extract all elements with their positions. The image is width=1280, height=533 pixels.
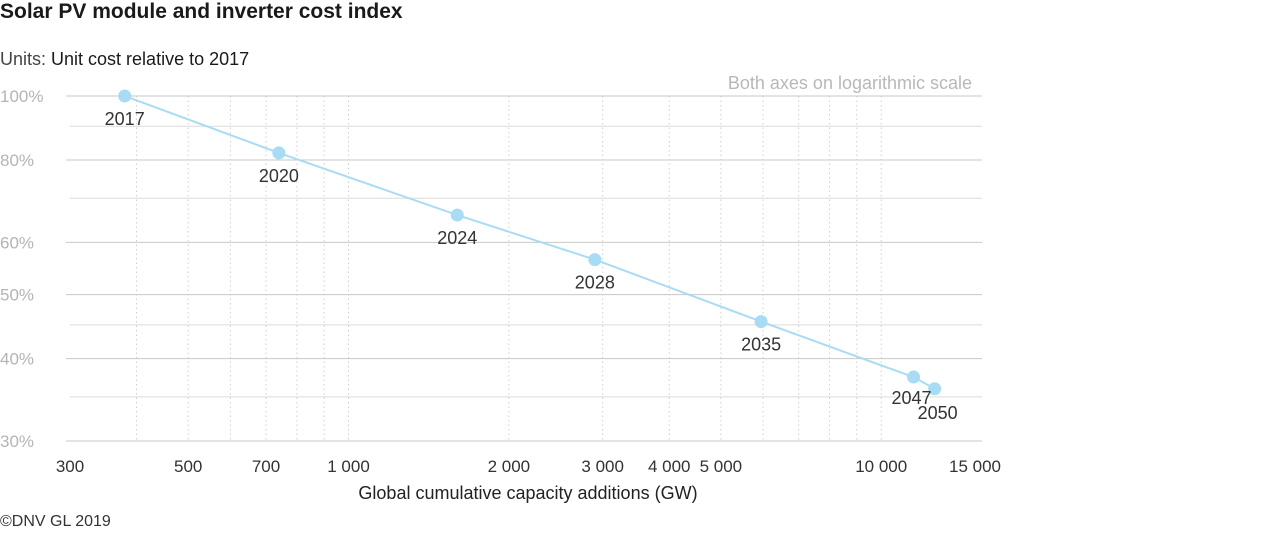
- data-point-2024: [450, 208, 464, 222]
- data-point-2028: [588, 253, 602, 267]
- y-tick-label: 50%: [0, 286, 34, 305]
- chart-title: Solar PV module and inverter cost index: [0, 0, 403, 23]
- point-label: 2020: [259, 166, 299, 186]
- x-tick-label: 500: [174, 457, 202, 476]
- point-label: 2047: [892, 388, 932, 408]
- y-tick-label: 80%: [0, 151, 34, 170]
- point-label: 2024: [437, 228, 477, 248]
- major-gridlines: [66, 95, 982, 442]
- x-tick-labels: 300 500 700 1 000 2 000 3 000 4 000 5 000 10 000…: [56, 457, 1001, 476]
- point-label: 2050: [918, 403, 958, 423]
- point-label: 2035: [741, 335, 781, 355]
- data-point-2047: [907, 370, 921, 384]
- x-tick-label: 5 000: [700, 457, 743, 476]
- x-tick-label: 10 000: [855, 457, 907, 476]
- units-line: Units: Unit cost relative to 2017: [0, 49, 249, 70]
- data-point-2035: [754, 315, 768, 329]
- data-point-2017: [118, 89, 132, 103]
- y-tick-label: 40%: [0, 350, 34, 369]
- x-tick-label: 15 000: [949, 457, 1001, 476]
- x-tick-label: 2 000: [488, 457, 531, 476]
- y-tick-label: 30%: [0, 432, 34, 451]
- data-point-2050: [928, 382, 942, 396]
- y-tick-label: 60%: [0, 233, 34, 252]
- x-tick-label: 300: [56, 457, 84, 476]
- x-tick-label: 3 000: [581, 457, 624, 476]
- data-points: [118, 89, 942, 396]
- copyright-text: ©DNV GL 2019: [0, 513, 111, 530]
- log-scale-annotation: Both axes on logarithmic scale: [728, 73, 972, 93]
- data-point-2020: [272, 146, 286, 160]
- units-label: Units:: [0, 49, 47, 69]
- minor-gridlines: [70, 96, 982, 441]
- point-label: 2028: [575, 273, 615, 293]
- x-axis-label: Global cumulative capacity additions (GW…: [358, 483, 697, 503]
- x-tick-label: 700: [252, 457, 280, 476]
- point-label: 2017: [105, 109, 145, 129]
- y-tick-labels: 30% 40% 50% 60% 80% 100%: [0, 87, 43, 451]
- units-value: Unit cost relative to 2017: [51, 49, 250, 69]
- x-tick-label: 1 000: [327, 457, 370, 476]
- y-tick-label: 100%: [0, 87, 43, 106]
- x-tick-label: 4 000: [648, 457, 691, 476]
